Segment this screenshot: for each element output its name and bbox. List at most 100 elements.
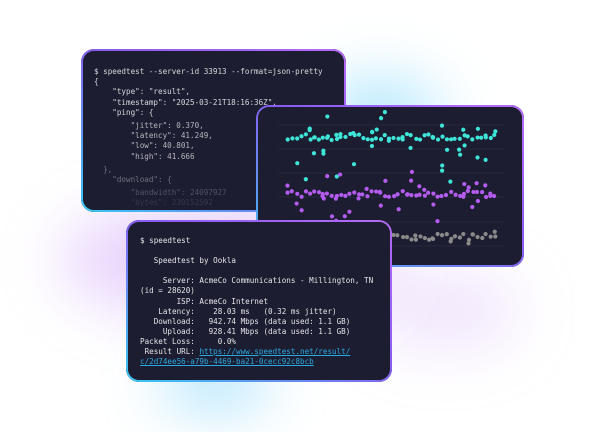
upload-dot [439,193,444,199]
upload-dot [483,183,488,188]
download-dot [458,152,463,157]
upload-dot [338,172,343,177]
download-dot [334,136,340,142]
download-dot [483,157,488,162]
cli-line: Server: AcmeCo Communications - Millingt… [140,276,374,286]
upload-dot [316,190,322,195]
json-line: }, [94,164,113,174]
json-line: "download": { [94,175,172,185]
json-line: "ping": { [94,107,154,117]
download-dot [303,132,308,137]
upload-dot [377,189,383,194]
download-dot [440,163,445,168]
download-dot [479,135,484,140]
download-dot [417,137,423,142]
download-dot [444,137,450,142]
upload-dot [480,190,485,195]
upload-dot [342,214,347,219]
result-url-link[interactable]: https://www.speedtest.net/result/ [199,347,351,357]
json-line: "low": 40.801, [94,141,195,151]
download-dot [351,162,357,167]
latency-dot [470,232,476,237]
upload-dot [474,181,479,186]
latency-dot [448,239,453,244]
download-dot [308,137,313,142]
download-dot [382,133,387,138]
download-dot [475,135,480,140]
download-dot [321,151,326,156]
download-dot [338,131,343,137]
download-dot [414,136,419,141]
latency-dot [461,231,466,237]
latency-dot [488,234,493,239]
download-dot [311,151,317,156]
latency-dot [413,237,418,242]
download-dot [343,134,348,140]
download-dot [307,127,312,133]
download-dot [295,161,300,166]
download-dot [404,131,410,137]
upload-dot [435,194,440,199]
upload-dot [449,189,454,194]
download-dot [457,147,462,152]
upload-dot [461,191,467,196]
download-dot [462,143,467,148]
download-dot [457,136,462,141]
cli-line [140,246,373,256]
download-dot [382,110,387,115]
upload-dot [409,178,414,183]
upload-dot [458,193,463,199]
download-dot [325,114,330,119]
download-dot [444,147,450,152]
upload-dot [435,219,440,224]
upload-dot [320,191,325,197]
latency-dot [404,234,410,240]
download-dot [439,123,445,128]
latency-dot [409,237,414,242]
cli-line: $ speedtest [140,236,191,245]
download-dot [448,179,453,184]
result-url-link-continued[interactable]: c/2d74ee56-a79b-4469-ba21-0cecc92c8bcb [140,357,314,367]
download-dot [426,132,431,137]
json-line: "high": 41.666 [94,151,195,161]
upload-dot [409,169,415,174]
latency-dot [435,231,440,237]
upload-dot [422,193,428,198]
upload-dot [299,194,304,199]
upload-dot [400,189,405,194]
download-dot [329,137,334,143]
download-dot [320,135,325,140]
upload-dot [422,187,427,192]
glow-purple-right [370,270,520,350]
upload-dot [369,189,374,194]
upload-dot [285,190,290,195]
upload-dot [417,192,422,197]
latency-dot [422,235,427,241]
download-dot [338,134,343,140]
cli-line: (id = 28620) [140,286,195,296]
upload-dot [462,181,467,187]
upload-dot [491,193,497,199]
upload-dot [307,191,313,196]
download-dot [493,129,498,134]
download-dot [334,174,339,179]
download-dot [303,177,308,182]
download-dot [430,134,435,140]
download-dot [461,127,466,132]
upload-dot [347,191,352,196]
upload-dot [395,192,400,197]
download-dot [324,135,330,140]
upload-dot [471,189,476,195]
cli-line: Speedtest by Ookla [140,256,237,266]
cli-line [140,266,373,276]
upload-dot [470,204,475,210]
download-dot [408,145,413,151]
download-dot [452,136,457,141]
json-line: "jitter": 0.370, [94,121,204,131]
download-dot [488,135,493,141]
upload-dot [431,202,436,207]
upload-dot [378,203,383,208]
upload-dot [475,198,481,204]
upload-dot [329,214,335,219]
download-dot [316,137,321,142]
